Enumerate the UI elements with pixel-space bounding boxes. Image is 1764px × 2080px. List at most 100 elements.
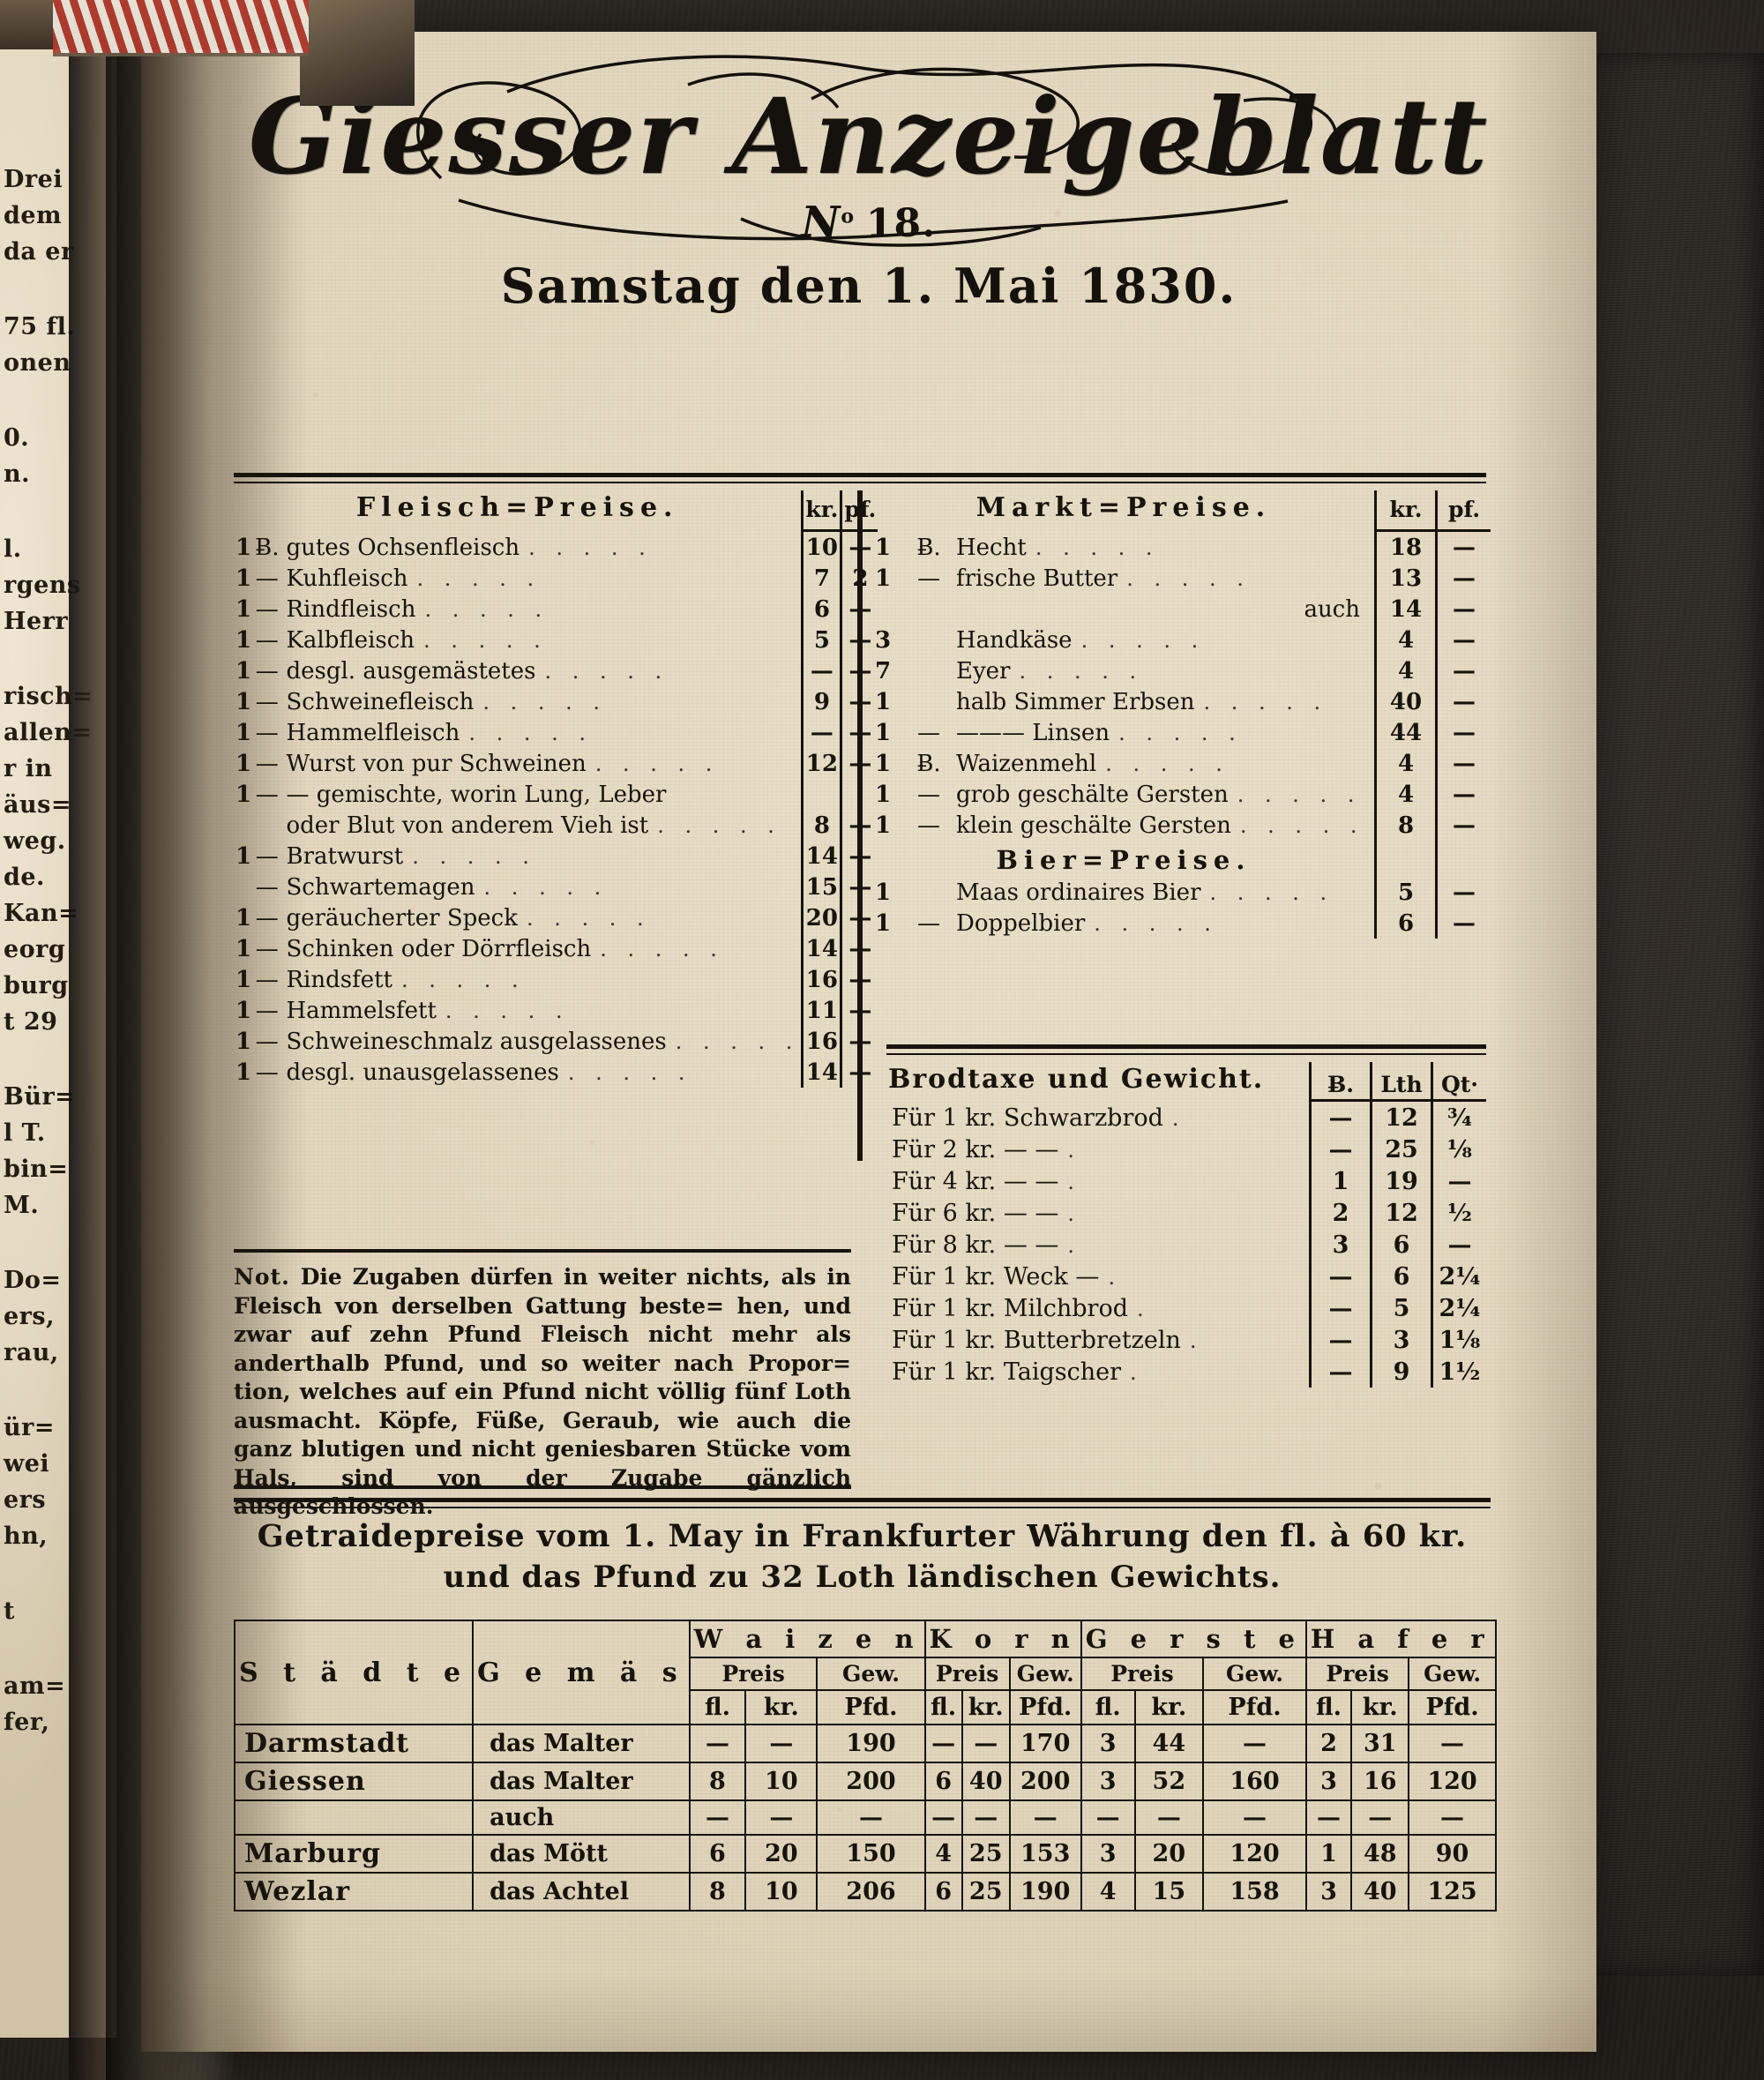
meat-price-qty: 1 [235, 595, 252, 623]
left-margin-gap [4, 646, 111, 655]
left-margin-line: ers, [4, 1303, 56, 1330]
market-price-pf-value: — [1435, 562, 1491, 594]
grain-subhead-weight-1: Gew. [1008, 1657, 1082, 1691]
market-price-unit: — [917, 812, 940, 839]
grain-unit-fl-0: fl. [688, 1689, 747, 1725]
market-price-row: 1 halb Simmer Erbsen . . . . . 40— [873, 685, 1491, 717]
left-margin-line: t [4, 1597, 15, 1625]
market-price-label: Eyer . . . . . [956, 657, 1144, 685]
market-prices-column: Markt=Preise. kr. pf. 1 Ƀ. Hecht . . . . .… [873, 490, 1491, 939]
meat-price-label: desgl. unausgelassenes . . . . . [286, 1059, 692, 1086]
grain-unit-fl-1: fl. [923, 1689, 963, 1725]
left-margin-text: Drei dem da er 75 fl. onen 0. n. l. rgens Herr ris… [0, 35, 116, 1734]
brodtaxe-pfd-value: — [1309, 1355, 1372, 1388]
market-price-qty: 3 [875, 626, 892, 654]
market-price-unit: — [917, 781, 940, 808]
brodtaxe-title: Brodtaxe und Gewicht. [888, 1064, 1265, 1095]
grain-table-row: Wezlar das Achtel 8 10 206 6 25 190 4 15 158 3 40 125 [233, 1872, 1497, 1912]
brodtaxe-pfd-value: — [1309, 1323, 1372, 1356]
grain-korn-kr: 25 [960, 1872, 1011, 1912]
spine-headband [53, 0, 309, 56]
grain-gerste-kr: 15 [1133, 1872, 1205, 1912]
brodtaxe-row: Für 1 kr. Taigscher . —9 1½ [886, 1355, 1486, 1388]
brodtaxe-label: Für 8 kr. — — . [892, 1231, 1082, 1259]
meat-price-unit: — [255, 935, 279, 962]
grain-korn-fl: 6 [923, 1762, 963, 1801]
grain-gerste-pfd: 158 [1202, 1872, 1307, 1912]
meat-price-unit: — [255, 626, 279, 654]
grain-hafer-fl: 2 [1304, 1724, 1353, 1763]
grain-hafer-pfd: 120 [1408, 1762, 1497, 1801]
brodtaxe-col-pfd: Ƀ. [1309, 1062, 1372, 1102]
market-price-qty: 1 [875, 565, 892, 592]
header-rule [234, 473, 1486, 483]
market-price-unit [907, 655, 951, 686]
grain-gerste-pfd: 120 [1202, 1834, 1307, 1874]
grain-korn-pfd: 190 [1008, 1872, 1082, 1912]
grain-gerste-fl: 4 [1080, 1872, 1136, 1912]
meat-price-qty: 1 [235, 565, 252, 592]
market-price-pf-value: — [1435, 655, 1491, 686]
grain-gerste-kr: 52 [1133, 1762, 1205, 1801]
grain-unit-fl-3: fl. [1304, 1689, 1353, 1725]
left-margin-line: l T. [4, 1119, 46, 1147]
market-col-pf: pf. [1435, 490, 1491, 532]
left-margin-line: 0. [4, 424, 30, 452]
grain-gerste-fl: 3 [1080, 1834, 1136, 1874]
issue-ordinal-sup: o [841, 205, 856, 228]
meat-price-row: 1— desgl. ausgemästetes . . . . . — — [234, 655, 878, 686]
market-price-qty [873, 594, 907, 625]
meat-col-kr: kr. [801, 490, 841, 532]
grain-measure: das Malter [472, 1762, 691, 1801]
meat-prices-column: Fleisch=Preise. kr. pf. 1 Ƀ. gutes Ochsenf… [234, 490, 878, 1088]
brodtaxe-qt-value: 1⅛ [1431, 1323, 1486, 1356]
meat-price-row: 1— Hammelsfett . . . . . 11— [234, 994, 878, 1026]
grain-waizen-fl: 8 [688, 1872, 747, 1912]
grain-korn-kr: 25 [960, 1834, 1011, 1874]
brodtaxe-pfd-value: 3 [1309, 1228, 1372, 1261]
market-price-row: 3 Handkäse . . . . . 4— [873, 624, 1491, 655]
note-paragraph: Not. Die Zugaben dürfen in weiter nichts… [234, 1263, 851, 1522]
meat-price-label: geräucherter Speck . . . . . [286, 904, 651, 932]
grain-hafer-pfd: 90 [1408, 1834, 1497, 1874]
grain-korn-pfd: 200 [1008, 1762, 1082, 1801]
brodtaxe-lth-value: 6 [1370, 1260, 1432, 1292]
meat-price-row: 1— Schweinefleisch . . . . . 9— [234, 685, 878, 717]
left-margin-line: eorg [4, 936, 66, 963]
brodtaxe-label: Für 1 kr. Schwarzbrod . [892, 1104, 1186, 1132]
market-price-unit: Ƀ. [916, 534, 941, 561]
market-price-unit [907, 686, 951, 717]
left-margin-line: rgens [4, 572, 81, 599]
grain-waizen-pfd: 200 [816, 1762, 926, 1801]
meat-prices-header-row: Fleisch=Preise. kr. pf. [234, 490, 878, 532]
brodtaxe-label: Für 1 kr. Taigscher . [892, 1358, 1144, 1386]
brodtaxe-lth-value: 6 [1370, 1228, 1432, 1261]
left-margin-gap [4, 387, 111, 396]
market-price-label: Handkäse . . . . . [956, 626, 1206, 654]
brodtaxe-header-row: Brodtaxe und Gewicht. Ƀ. Lth Qt· [886, 1062, 1486, 1102]
grain-measure: auch [472, 1799, 691, 1836]
brodtaxe-qt-value: 2¼ [1431, 1291, 1486, 1324]
market-price-label: auch [1304, 595, 1360, 623]
grain-city-name: Marburg [233, 1834, 475, 1874]
issue-number: 18. [865, 201, 937, 246]
brodtaxe-qt-value: 1½ [1431, 1355, 1486, 1388]
grain-hafer-fl: 3 [1304, 1762, 1353, 1801]
grain-waizen-kr: — [744, 1799, 818, 1836]
meat-price-unit: — [255, 1059, 279, 1086]
market-price-qty: 1 [875, 534, 892, 561]
leader-dots: . . . . . [423, 627, 548, 653]
leader-dots: . [1137, 1296, 1151, 1321]
left-margin-line: äus= [4, 791, 71, 819]
meat-price-qty: 1 [235, 1059, 252, 1086]
grain-col-measure: G e m ä s [472, 1620, 691, 1725]
leader-dots: . [1108, 1264, 1123, 1290]
market-price-kr-value: 18 [1374, 530, 1437, 563]
market-prices-rows: 1 Ƀ. Hecht . . . . . 18—1— frische Butter . … [873, 530, 1491, 841]
meat-price-qty: 1 [235, 904, 252, 932]
meat-price-kr-value: — [801, 716, 841, 748]
brodtaxe-row: Für 2 kr. — — . —25 ⅛ [886, 1133, 1486, 1165]
meat-price-qty: 1 [235, 842, 252, 870]
grain-unit-pfd-2: Pfd. [1202, 1689, 1307, 1725]
left-margin-line: Drei [4, 166, 64, 193]
